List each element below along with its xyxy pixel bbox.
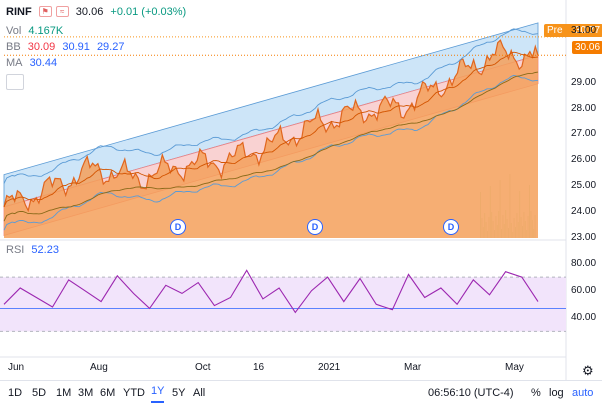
last-value: 30.06 <box>575 42 601 53</box>
range-button-6m[interactable]: 6M <box>100 387 116 399</box>
time-tick-label: 2021 <box>318 362 341 373</box>
settings-gear-icon[interactable]: ⚙ <box>582 363 594 378</box>
ma-value: 30.44 <box>29 57 58 69</box>
bb-mid: 30.09 <box>27 41 56 53</box>
time-tick-label: 16 <box>253 362 265 373</box>
symbol-legend: RINF ⚑ ≈ 30.06 +0.01 (+0.03%) <box>6 6 190 19</box>
range-button-1y[interactable]: 1Y <box>151 381 165 403</box>
bb-label: BB <box>6 41 21 53</box>
price-tick-label: 28.00 <box>571 102 597 114</box>
ma-label: MA <box>6 57 23 69</box>
rsi-value: 52.23 <box>31 244 59 256</box>
bb-legend: BB 30.09 30.91 29.27 <box>6 41 128 54</box>
bb-upper-line <box>3 28 539 184</box>
time-tick-label: Aug <box>90 362 108 373</box>
pre-value: 30.77 <box>575 25 601 36</box>
bb-upper: 30.91 <box>62 41 90 53</box>
dividend-marker[interactable]: D <box>443 219 459 235</box>
rsi-band <box>0 277 566 332</box>
time-tick-label: Mar <box>404 362 422 373</box>
chart-canvas[interactable] <box>0 0 602 380</box>
range-button-1m[interactable]: 1M <box>56 387 72 399</box>
price-tick-label: 24.00 <box>571 206 597 218</box>
price-tick-label: 25.00 <box>571 180 597 192</box>
price-area <box>4 40 538 239</box>
volume-legend: Vol 4.167K <box>6 25 67 38</box>
rsi-legend: RSI 52.23 <box>6 244 63 257</box>
pre-price-tag: 30.77 <box>572 24 602 37</box>
range-button-1d[interactable]: 1D <box>8 387 23 399</box>
price-tick-label: 27.00 <box>571 128 597 140</box>
auto-toggle[interactable]: auto <box>572 387 594 399</box>
rsi-line <box>3 269 539 314</box>
rsi-tick-label: 80.00 <box>571 257 597 269</box>
log-toggle[interactable]: log <box>549 387 564 399</box>
collapse-legend-button[interactable] <box>6 74 24 90</box>
last-price-tag: 30.06 <box>572 41 602 54</box>
price-tick-label: 31.00 <box>571 24 597 36</box>
bb-basis-line <box>3 51 539 208</box>
range-button-5y[interactable]: 5Y <box>172 387 186 399</box>
rsi-tick-label: 40.00 <box>571 311 597 323</box>
time-tick-label: May <box>505 362 524 373</box>
bottom-toolbar: 1D 5D 1M 3M 6M YTD 1Y 5Y All 06:56:10 (UTC-4) % … <box>0 380 602 405</box>
range-button-3m[interactable]: 3M <box>78 387 94 399</box>
dividend-marker[interactable]: D <box>170 219 186 235</box>
vol-label: Vol <box>6 25 22 37</box>
vol-value: 4.167K <box>28 25 64 37</box>
rsi-label: RSI <box>6 244 25 256</box>
range-button-5d[interactable]: 5D <box>32 387 47 399</box>
last-price: 30.06 <box>75 6 104 18</box>
ma-line <box>3 71 539 222</box>
ma-legend: MA 30.44 <box>6 57 61 70</box>
time-tick-label: Oct <box>195 362 211 373</box>
pre-label: Pre <box>547 25 563 36</box>
clock-readout[interactable]: 06:56:10 (UTC-4) <box>428 387 514 399</box>
dividend-marker[interactable]: D <box>307 219 323 235</box>
compare-icon[interactable]: ≈ <box>55 6 69 17</box>
range-button-all[interactable]: All <box>193 387 206 399</box>
range-button-ytd[interactable]: YTD <box>123 387 145 399</box>
rsi-tick-label: 60.00 <box>571 284 597 296</box>
pre-market-tag: Pre <box>544 24 576 37</box>
percent-toggle[interactable]: % <box>531 387 541 399</box>
bb-lower: 29.27 <box>96 41 125 53</box>
price-change: +0.01 (+0.03%) <box>110 6 187 18</box>
time-tick-label: Jun <box>8 362 25 373</box>
price-line <box>3 39 539 213</box>
flag-icon[interactable]: ⚑ <box>38 6 52 17</box>
symbol-name: RINF <box>6 6 32 18</box>
price-tick-label: 23.00 <box>571 232 597 243</box>
price-tick-label: 29.00 <box>571 76 597 88</box>
price-tick-label: 26.00 <box>571 154 597 166</box>
